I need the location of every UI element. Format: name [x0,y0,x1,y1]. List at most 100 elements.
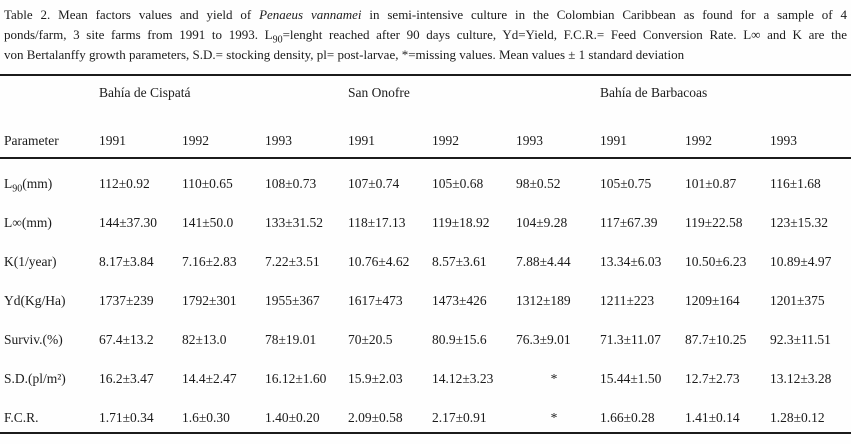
data-cell: 108±0.73 [265,176,317,191]
year-header: 1993 [261,119,344,159]
data-cell: 1737±239 [99,293,154,308]
data-cell: 10.50±6.23 [685,254,747,269]
parameter-label-text: L [4,176,13,191]
parameter-label: Surviv.(%) [0,315,95,354]
results-table: Bahía de Cispatá San Onofre Bahía de Bar… [0,74,851,434]
missing-value-cell: * [512,393,596,434]
table-row-sd: S.D.(pl/m²) 16.2±3.47 14.4±2.47 16.12±1.… [0,354,851,393]
data-cell: 8.17±3.84 [99,254,154,269]
data-cell: 98±0.52 [516,176,561,191]
parameter-label-text: K(1/year) [4,254,57,269]
parameter-label: F.C.R. [0,393,95,434]
data-cell: 1792±301 [182,293,237,308]
data-cell: 101±0.87 [685,176,737,191]
parameter-label: K(1/year) [0,237,95,276]
year-header: 1991 [596,119,681,159]
data-cell: 10.89±4.97 [770,254,832,269]
data-cell: 1209±164 [685,293,740,308]
data-cell: 12.7±2.73 [685,371,740,386]
data-cell: 13.34±6.03 [600,254,662,269]
data-cell: 112±0.92 [99,176,150,191]
year-header: 1992 [178,119,261,159]
data-cell: 7.88±4.44 [516,254,571,269]
species-name: Penaeus vannamei [259,7,362,22]
table-row-yd: Yd(Kg/Ha) 1737±239 1792±301 1955±367 161… [0,276,851,315]
data-cell: 1.28±0.12 [766,393,851,434]
data-cell: 87.7±10.25 [685,332,747,347]
data-cell: 70±20.5 [348,332,393,347]
parameter-label-text: L∞(mm) [4,215,52,230]
year-header: 1992 [681,119,766,159]
caption-subscript: 90 [272,34,283,46]
data-cell: 1.71±0.34 [95,393,178,434]
site-group-header-san-onofre: San Onofre [348,85,410,100]
data-cell: 1.6±0.30 [178,393,261,434]
site-group-header-cispata: Bahía de Cispatá [99,85,191,100]
data-cell: 14.12±3.23 [432,371,494,386]
data-cell: 67.4±13.2 [99,332,154,347]
site-header-row: Bahía de Cispatá San Onofre Bahía de Bar… [0,75,851,119]
data-cell: 15.44±1.50 [600,371,662,386]
parameter-label-text: F.C.R. [4,410,39,425]
year-header-row: Parameter 1991 1992 1993 1991 1992 1993 … [0,119,851,159]
data-cell: 92.3±11.51 [770,332,831,347]
data-cell: 107±0.74 [348,176,400,191]
parameter-label: L90(mm) [0,158,95,198]
table-row-surviv: Surviv.(%) 67.4±13.2 82±13.0 78±19.01 70… [0,315,851,354]
year-header: 1992 [428,119,512,159]
data-cell: 1955±367 [265,293,320,308]
corner-cell [0,75,95,119]
data-cell: 82±13.0 [182,332,227,347]
data-cell: 117±67.39 [600,215,658,230]
caption-text: von Bertalanffy growth parameters, S.D.=… [4,47,685,62]
data-cell: 133±31.52 [265,215,324,230]
data-cell: 71.3±11.07 [600,332,661,347]
parameter-header: Parameter [0,119,95,159]
table-row-fcr: F.C.R. 1.71±0.34 1.6±0.30 1.40±0.20 2.09… [0,393,851,434]
data-cell: 2.17±0.91 [428,393,512,434]
data-cell: 104±9.28 [516,215,568,230]
parameter-label: S.D.(pl/m²) [0,354,95,393]
data-cell: 1201±375 [770,293,825,308]
data-cell: 1312±189 [516,293,571,308]
parameter-label: L∞(mm) [0,198,95,237]
missing-value-cell: * [550,371,558,386]
data-cell: 8.57±3.61 [432,254,487,269]
data-cell: 123±15.32 [770,215,829,230]
data-cell: 105±0.68 [432,176,484,191]
data-cell: 1.66±0.28 [596,393,681,434]
caption-line-2: ponds/farm, 3 site farms from 1991 to 19… [4,25,847,45]
data-cell: 78±19.01 [265,332,317,347]
year-header: 1991 [95,119,178,159]
table-row-l90: L90(mm) 112±0.92 110±0.65 108±0.73 107±0… [0,158,851,198]
data-cell: 110±0.65 [182,176,233,191]
data-cell: 2.09±0.58 [344,393,428,434]
data-cell: 1211±223 [600,293,655,308]
parameter-label-text: Yd(Kg/Ha) [4,293,66,308]
data-cell: 1617±473 [348,293,403,308]
year-header: 1993 [512,119,596,159]
data-cell: 16.12±1.60 [265,371,327,386]
site-group-header-barbacoas: Bahía de Barbacoas [600,85,708,100]
data-cell: 10.76±4.62 [348,254,410,269]
caption-text: Table 2. Mean factors values and yield o… [4,7,260,22]
parameter-label: Yd(Kg/Ha) [0,276,95,315]
caption-text: =lenght reached after 90 days culture, Y… [282,27,848,42]
parameter-label-text: S.D.(pl/m²) [4,371,66,386]
data-cell: 141±50.0 [182,215,234,230]
data-cell: 14.4±2.47 [182,371,237,386]
table-row-linf: L∞(mm) 144±37.30 141±50.0 133±31.52 118±… [0,198,851,237]
data-cell: 7.22±3.51 [265,254,320,269]
data-cell: 119±22.58 [685,215,743,230]
data-cell: 118±17.13 [348,215,406,230]
data-cell: 13.12±3.28 [770,371,832,386]
data-cell: 116±1.68 [770,176,821,191]
data-cell: 1.41±0.14 [681,393,766,434]
data-cell: 7.16±2.83 [182,254,237,269]
table-row-k: K(1/year) 8.17±3.84 7.16±2.83 7.22±3.51 … [0,237,851,276]
data-cell: 16.2±3.47 [99,371,154,386]
table-caption: Table 2. Mean factors values and yield o… [0,0,851,65]
caption-text: in semi-intensive culture in the Colombi… [361,7,847,22]
data-cell: 1473±426 [432,293,487,308]
year-header: 1991 [344,119,428,159]
